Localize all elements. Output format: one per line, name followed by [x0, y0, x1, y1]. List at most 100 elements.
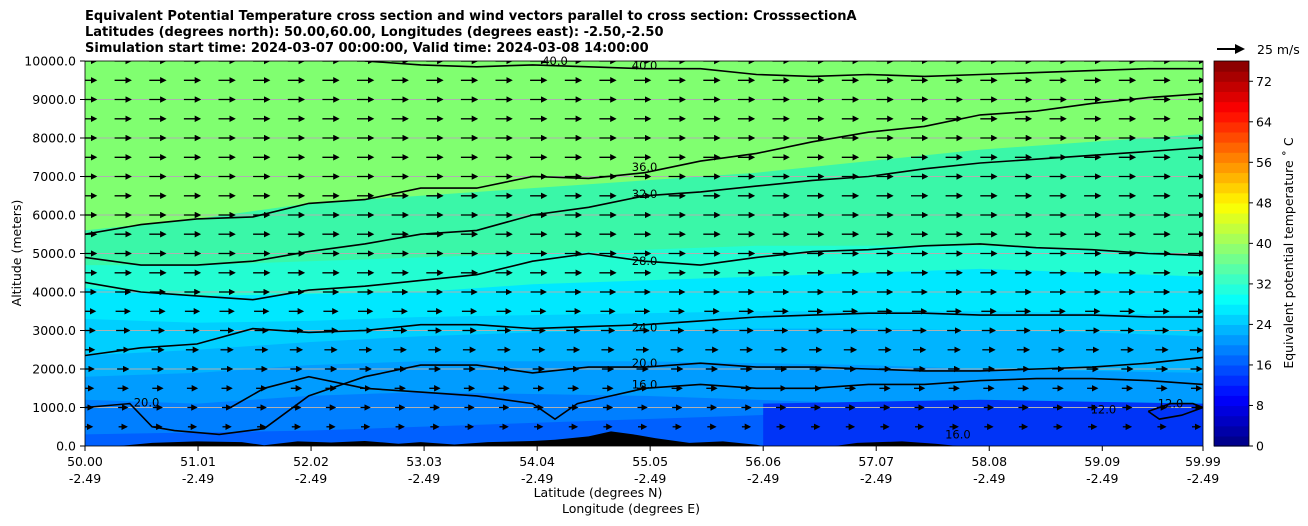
colorbar-step-23 — [1214, 202, 1249, 214]
plot-area — [85, 61, 1203, 446]
contour-12-0-7 — [1147, 402, 1203, 420]
y-tick-label-0: 0.0 — [56, 439, 76, 454]
x-tick-label-lat-9: 59.09 — [1084, 454, 1120, 469]
contour-label-10: 12.0 — [1091, 402, 1117, 416]
contour-label-11: 12.0 — [1158, 397, 1184, 411]
colorbar-step-1 — [1214, 425, 1249, 437]
colorbar-step-3 — [1214, 405, 1249, 417]
colorbar-tick-label-0: 0 — [1256, 439, 1264, 454]
contour-labels: 40.0 40.0 36.0 32.0 28.0 24.0 20.0 16.0 20.0 16.0… — [134, 54, 1184, 441]
colorbar-step-11 — [1214, 324, 1249, 336]
terrain — [85, 431, 1203, 446]
contour-label-6: 20.0 — [632, 356, 658, 370]
x-axis-label-latitude: Latitude (degrees N) — [534, 485, 663, 500]
colorbar-step-10 — [1214, 334, 1249, 346]
colorbar-tick-label-9: 72 — [1256, 74, 1272, 89]
colorbar-step-34 — [1214, 91, 1249, 103]
colorbar-step-29 — [1214, 142, 1249, 153]
colorbar: 0 8 16 24 32 40 48 56 64 72 — [1213, 60, 1272, 454]
colorbar-step-14 — [1214, 294, 1249, 305]
colorbar-step-35 — [1214, 81, 1249, 92]
y-tick-label-9: 9000.0 — [32, 92, 76, 107]
chart-title-line-2: Latitudes (degrees north): 50.00,60.00, … — [85, 25, 664, 40]
y-tick-label-10: 10000.0 — [24, 54, 76, 69]
colorbar-tick-label-6: 48 — [1256, 195, 1272, 210]
colorbar-step-21 — [1214, 223, 1249, 234]
colorbar-step-27 — [1214, 162, 1249, 174]
y-tick-label-8: 8000.0 — [32, 131, 76, 146]
contour-20-0-5 — [85, 356, 1203, 436]
colorbar-step-5 — [1214, 385, 1249, 396]
y-tick-label-5: 5000.0 — [32, 246, 76, 261]
y-tick-label-7: 7000.0 — [32, 169, 76, 184]
y-tick-label-2: 2000.0 — [32, 362, 76, 377]
colorbar-label: Equivalent potential temperature ˚ C — [1281, 137, 1296, 369]
colorbar-step-17 — [1214, 263, 1249, 275]
terrain-fill — [85, 431, 1203, 446]
x-tick-label-lat-0: 50.00 — [67, 454, 103, 469]
colorbar-step-0 — [1214, 435, 1249, 447]
contour-label-1: 40.0 — [632, 59, 658, 73]
x-tick-label-lon-7: -2.49 — [860, 471, 892, 486]
colorbar-step-20 — [1214, 233, 1249, 244]
x-tick-label-lon-2: -2.49 — [295, 471, 327, 486]
colorbar-step-26 — [1214, 172, 1249, 184]
colorbar-step-30 — [1214, 131, 1249, 143]
x-tick-label-lon-5: -2.49 — [634, 471, 666, 486]
colorbar-step-24 — [1214, 192, 1249, 204]
colorbar-step-4 — [1214, 395, 1249, 407]
colorbar-step-37 — [1214, 61, 1249, 72]
contour-label-5: 24.0 — [632, 321, 658, 335]
x-tick-label-lon-0: -2.49 — [69, 471, 101, 486]
x-tick-label-lon-4: -2.49 — [521, 471, 553, 486]
colorbar-step-18 — [1214, 253, 1249, 265]
x-tick-label-lon-3: -2.49 — [408, 471, 440, 486]
colorbar-tick-label-4: 32 — [1256, 276, 1272, 291]
x-tick-label-lon-10: -2.49 — [1187, 471, 1219, 486]
x-tick-label-lat-6: 56.06 — [745, 454, 781, 469]
y-tick-label-6: 6000.0 — [32, 208, 76, 223]
wind-key-label: 25 m/s — [1257, 42, 1300, 57]
colorbar-step-9 — [1214, 344, 1249, 356]
colorbar-step-22 — [1214, 212, 1249, 224]
y-tick-label-4: 4000.0 — [32, 285, 76, 300]
colorbar-step-32 — [1214, 111, 1249, 123]
colorbar-step-8 — [1214, 354, 1249, 366]
x-tick-label-lon-1: -2.49 — [182, 471, 214, 486]
x-tick-label-lat-5: 55.05 — [632, 454, 668, 469]
contour-lines — [85, 61, 1203, 436]
colorbar-tick-label-5: 40 — [1256, 236, 1272, 251]
x-tick-label-lat-3: 53.03 — [406, 454, 442, 469]
x-tick-label-lat-2: 52.02 — [293, 454, 329, 469]
y-tick-label-3: 3000.0 — [32, 323, 76, 338]
contour-label-4: 28.0 — [632, 254, 658, 268]
colorbar-step-19 — [1214, 243, 1249, 255]
wind-key: 25 m/s — [1217, 42, 1300, 57]
colorbar-step-36 — [1214, 71, 1249, 82]
contour-label-3: 32.0 — [632, 187, 658, 201]
colorbar-step-2 — [1214, 415, 1249, 427]
contour-label-2: 36.0 — [632, 160, 658, 174]
colorbar-tick-label-7: 56 — [1256, 155, 1272, 170]
contour-28-0-3 — [85, 243, 1203, 301]
colorbar-step-12 — [1214, 314, 1249, 326]
filled-band-8 — [763, 399, 1203, 446]
contour-label-9: 16.0 — [945, 427, 971, 441]
colorbar-tick-label-3: 24 — [1256, 317, 1272, 332]
colorbar-step-6 — [1214, 375, 1249, 386]
x-tick-label-lon-6: -2.49 — [747, 471, 779, 486]
colorbar-frame — [1213, 60, 1250, 447]
x-tick-label-lat-4: 54.04 — [519, 454, 555, 469]
y-axis: 0.0 1000.0 2000.0 3000.0 4000.0 5000.0 6000.0 7… — [24, 54, 85, 454]
x-tick-label-lat-7: 57.07 — [858, 454, 894, 469]
colorbar-step-28 — [1214, 152, 1249, 163]
contour-24-0-4 — [85, 312, 1203, 357]
contour-36-0-1 — [85, 92, 1203, 235]
y-tick-label-1: 1000.0 — [32, 400, 76, 415]
x-tick-label-lat-1: 51.01 — [180, 454, 216, 469]
colorbar-tick-label-1: 8 — [1256, 398, 1264, 413]
x-tick-label-lon-9: -2.49 — [1086, 471, 1118, 486]
colorbar-step-16 — [1214, 273, 1249, 285]
contour-label-7: 16.0 — [632, 377, 658, 391]
